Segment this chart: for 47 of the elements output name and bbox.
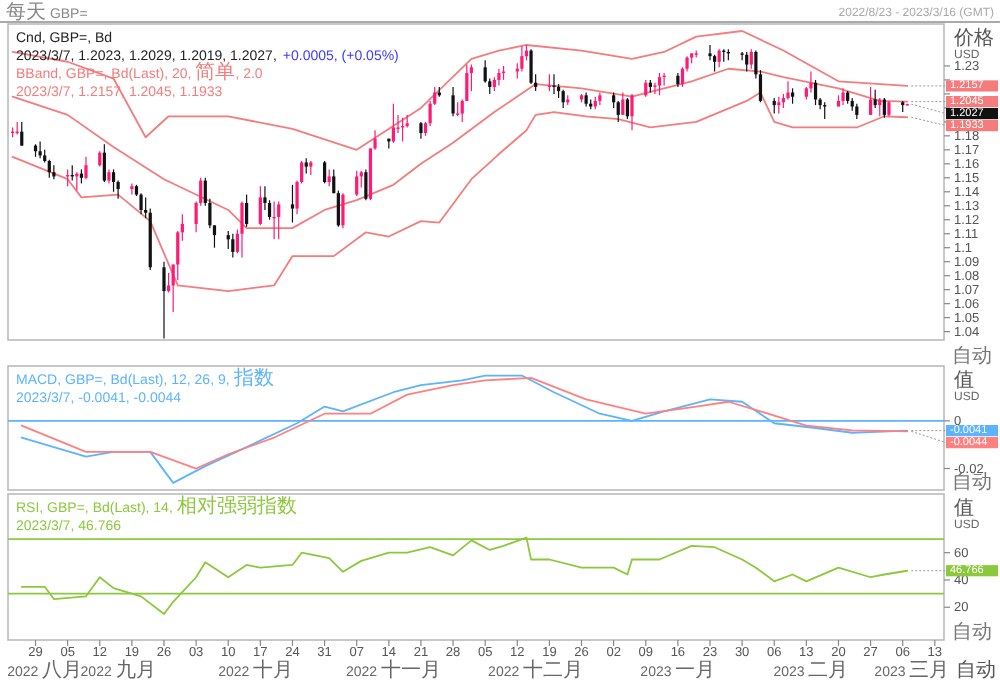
candlestick <box>258 185 262 226</box>
candlestick <box>552 73 556 95</box>
candlestick <box>391 103 396 144</box>
y-axis-title: 值 <box>954 498 974 520</box>
candlestick <box>240 200 244 259</box>
candlestick <box>130 182 134 196</box>
candlestick <box>497 68 501 87</box>
candlestick <box>322 160 327 184</box>
candlestick <box>139 192 143 215</box>
candlestick <box>786 80 790 101</box>
text: 自动 <box>952 344 992 368</box>
candlestick <box>277 200 281 240</box>
text: 自动 <box>956 658 996 680</box>
candlestick <box>621 91 625 116</box>
candlestick <box>630 93 634 131</box>
candlestick <box>451 86 455 117</box>
candlestick <box>20 121 24 147</box>
y-axis-title: 价格 <box>952 26 994 50</box>
candlestick <box>102 143 106 183</box>
x-axis-title: 自动 <box>952 620 992 644</box>
text: 自动 <box>952 470 992 494</box>
candlestick <box>745 51 749 73</box>
candlestick <box>84 156 88 180</box>
candlestick <box>226 230 230 250</box>
candlestick <box>561 89 565 109</box>
candlestick <box>813 79 818 106</box>
candlestick <box>244 193 249 228</box>
candlestick <box>882 97 886 119</box>
candlestick <box>38 140 42 159</box>
candlestick <box>529 48 533 85</box>
candlestick <box>520 45 524 73</box>
candlestick <box>52 164 56 180</box>
candlestick <box>364 168 368 201</box>
candlestick <box>657 72 662 96</box>
y-axis-title: 值 <box>954 370 974 392</box>
candlestick <box>749 48 753 70</box>
candlestick <box>111 168 116 193</box>
candlestick <box>616 100 620 123</box>
candlestick <box>341 192 345 229</box>
candlestick <box>162 261 166 340</box>
candlestick <box>717 48 721 68</box>
candlestick <box>841 87 845 106</box>
candlestick <box>355 170 359 197</box>
candlestick <box>868 86 873 116</box>
candlestick <box>231 233 235 259</box>
candlestick <box>809 70 813 94</box>
candlestick <box>290 184 295 224</box>
